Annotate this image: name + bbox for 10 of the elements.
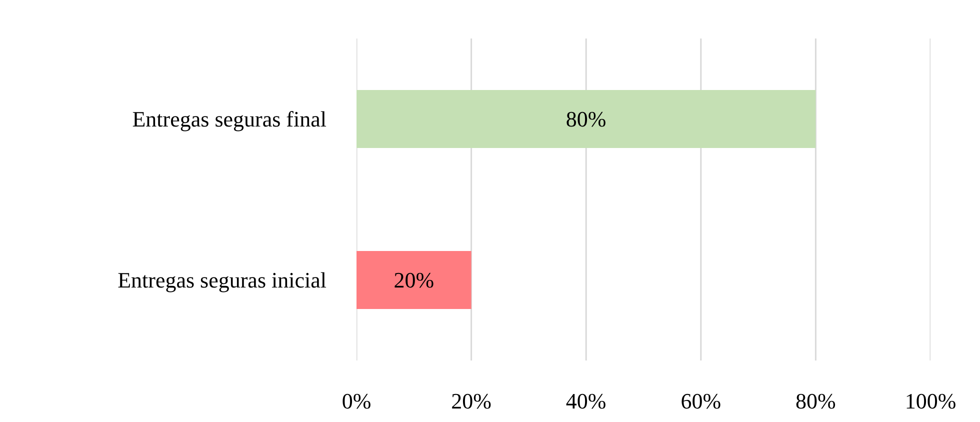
x-tick-label: 20%	[451, 388, 492, 414]
data-label: 80%	[566, 106, 606, 132]
x-tick-label: 60%	[680, 388, 722, 414]
x-tick-label: 0%	[342, 388, 372, 414]
y-tick-label: Entregas seguras final	[132, 106, 327, 132]
data-label: 20%	[394, 268, 434, 292]
x-tick-label: 40%	[566, 388, 606, 414]
x-tick-label: 100%	[904, 388, 956, 414]
x-tick-label: 80%	[796, 388, 836, 414]
y-tick-label: Entregas seguras inicial	[118, 268, 327, 292]
